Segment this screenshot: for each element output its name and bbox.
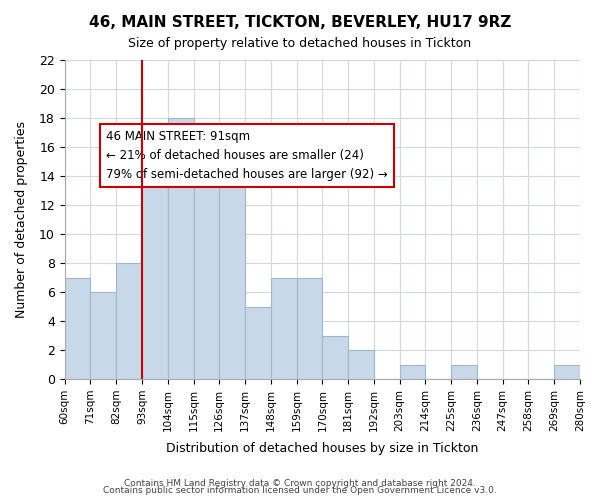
Bar xyxy=(65,278,91,379)
Bar xyxy=(116,263,142,379)
Y-axis label: Number of detached properties: Number of detached properties xyxy=(15,121,28,318)
Text: 46 MAIN STREET: 91sqm
← 21% of detached houses are smaller (24)
79% of semi-deta: 46 MAIN STREET: 91sqm ← 21% of detached … xyxy=(106,130,388,181)
Bar xyxy=(554,364,580,379)
Bar xyxy=(296,278,322,379)
Bar xyxy=(348,350,374,379)
Bar xyxy=(451,364,477,379)
Text: 46, MAIN STREET, TICKTON, BEVERLEY, HU17 9RZ: 46, MAIN STREET, TICKTON, BEVERLEY, HU17… xyxy=(89,15,511,30)
X-axis label: Distribution of detached houses by size in Tickton: Distribution of detached houses by size … xyxy=(166,442,479,455)
Text: Size of property relative to detached houses in Tickton: Size of property relative to detached ho… xyxy=(128,38,472,51)
Bar xyxy=(219,132,245,379)
Text: Contains HM Land Registry data © Crown copyright and database right 2024.: Contains HM Land Registry data © Crown c… xyxy=(124,478,476,488)
Bar xyxy=(271,278,296,379)
Bar xyxy=(168,118,194,379)
Bar xyxy=(91,292,116,379)
Text: Contains public sector information licensed under the Open Government Licence v3: Contains public sector information licen… xyxy=(103,486,497,495)
Bar xyxy=(400,364,425,379)
Bar xyxy=(194,147,219,379)
Bar xyxy=(245,306,271,379)
Bar xyxy=(322,336,348,379)
Bar xyxy=(142,147,168,379)
